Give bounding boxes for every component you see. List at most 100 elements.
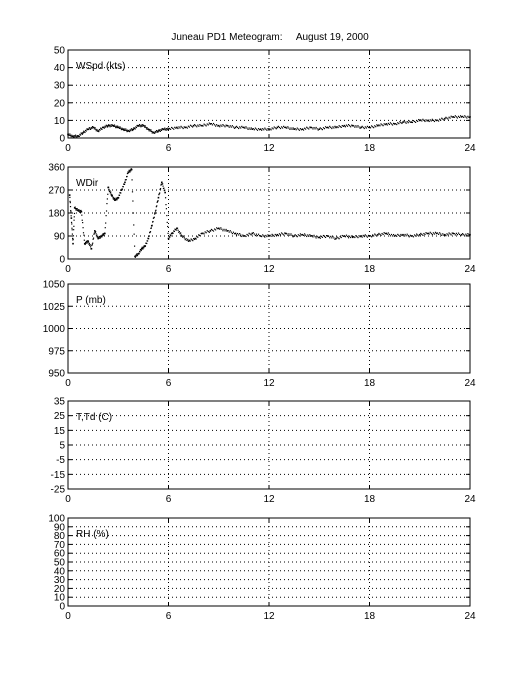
data-point — [326, 126, 329, 129]
trace-dot — [177, 229, 179, 231]
trace-dot — [82, 232, 85, 234]
trace-dot — [279, 127, 282, 130]
data-point — [122, 128, 125, 130]
trace-dot — [284, 126, 286, 129]
trace-dot — [84, 241, 87, 244]
panel-label: T,Td (C) — [76, 412, 112, 423]
trace-dot — [265, 128, 267, 130]
trace-dot — [379, 125, 381, 127]
data-point — [171, 232, 173, 235]
trace-dot — [224, 230, 226, 232]
data-point — [418, 119, 421, 122]
trace-dot — [430, 120, 432, 122]
trace-dot — [176, 227, 179, 229]
trace-dot — [359, 236, 361, 238]
trace-dot — [100, 236, 102, 238]
trace-dot — [178, 231, 180, 233]
trace-dot — [83, 234, 85, 236]
y-tick-label: 1000 — [43, 324, 66, 335]
trace-dot — [210, 228, 213, 231]
trace-dot — [138, 125, 140, 127]
trace-dot — [437, 233, 440, 235]
trace-dot — [106, 125, 108, 127]
trace-dot — [69, 133, 71, 135]
trace-dot — [135, 126, 137, 128]
trace-dot — [238, 234, 240, 236]
trace-dot — [294, 128, 296, 130]
data-point — [284, 232, 287, 235]
trace-dot — [72, 238, 74, 240]
trace-dot — [263, 129, 265, 131]
trace-dot — [73, 136, 75, 138]
data-point — [77, 209, 79, 212]
trace-dot — [165, 208, 168, 210]
trace-dot — [232, 126, 235, 128]
trace-dot — [213, 228, 216, 230]
trace-dot — [111, 124, 113, 126]
data-point — [127, 130, 130, 132]
trace-dot — [133, 127, 135, 129]
trace-dot — [99, 236, 101, 238]
trace-dot — [332, 126, 334, 128]
trace-dot — [380, 234, 382, 236]
trace-dot — [456, 117, 459, 119]
data-point — [164, 191, 166, 194]
trace-dot — [104, 227, 106, 229]
trace-dot — [105, 210, 108, 212]
trace-dot — [409, 234, 411, 236]
trace-dot — [191, 239, 193, 241]
trace-dot — [426, 233, 428, 235]
trace-dot — [396, 235, 398, 237]
trace-dot — [86, 241, 88, 243]
trace-dot — [91, 244, 93, 247]
trace-dot — [350, 126, 352, 128]
trace-dot — [235, 234, 238, 236]
trace-dot — [71, 134, 73, 136]
data-point — [72, 135, 74, 138]
trace-dot — [141, 247, 144, 249]
data-point — [130, 168, 133, 171]
trace-dot — [116, 199, 118, 201]
trace-dot — [182, 127, 184, 130]
data-point — [97, 237, 99, 240]
trace-dot — [179, 233, 181, 235]
trace-dot — [140, 124, 143, 126]
trace-dot — [229, 230, 231, 232]
trace-dot — [179, 127, 181, 129]
trace-dot — [85, 240, 88, 242]
trace-dot — [468, 116, 470, 119]
trace-dot — [154, 130, 156, 133]
trace-dot — [148, 235, 150, 237]
data-point — [226, 230, 228, 232]
trace-dot — [185, 238, 187, 240]
trace-dot — [129, 129, 131, 131]
y-tick-label: 100 — [48, 514, 65, 525]
trace-dot — [337, 126, 339, 129]
trace-dot — [113, 125, 115, 128]
trace-dot — [163, 129, 165, 131]
trace-dot — [90, 246, 92, 248]
x-tick-label: 6 — [166, 264, 172, 275]
trace-dot — [270, 235, 272, 237]
trace-dot — [86, 128, 88, 130]
trace-dot — [206, 230, 208, 232]
data-point — [124, 181, 126, 184]
trace-dot — [362, 234, 364, 237]
trace-dot — [186, 127, 188, 129]
trace-dot — [114, 125, 116, 127]
trace-dot — [85, 130, 87, 132]
trace-dot — [118, 197, 120, 199]
trace-dot — [261, 129, 263, 131]
trace-dot — [356, 126, 358, 128]
trace-dot — [102, 234, 104, 237]
x-tick-label: 24 — [464, 494, 476, 505]
trace-dot — [458, 233, 461, 236]
trace-dot — [189, 240, 191, 242]
trace-dot — [146, 240, 149, 242]
trace-dot — [149, 231, 152, 233]
trace-dot — [136, 254, 138, 256]
trace-dot — [220, 227, 222, 229]
trace-dot — [159, 188, 162, 190]
trace-dot — [349, 235, 351, 237]
trace-dot — [178, 231, 180, 233]
